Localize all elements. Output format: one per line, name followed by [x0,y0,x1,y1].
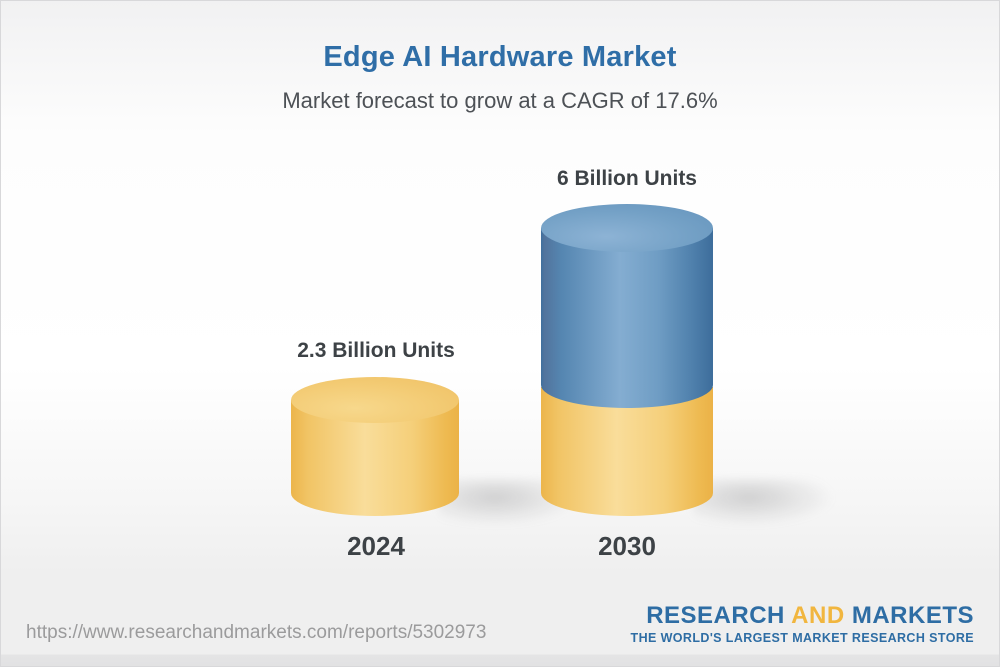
cylinder-body-blue-2030 [541,228,713,408]
logo-tagline: THE WORLD'S LARGEST MARKET RESEARCH STOR… [630,631,974,646]
bar-cylinder-2030 [541,204,713,516]
bar-cylinder-2024 [291,377,459,516]
bar-value-label-2024: 2.3 Billion Units [297,339,455,362]
bar-value-label-2030: 6 Billion Units [556,167,697,190]
research-and-markets-logo: RESEARCH AND MARKETS THE WORLD'S LARGEST… [630,602,974,646]
category-label-2030: 2030 [598,531,656,561]
logo-word-and: AND [791,602,845,629]
cylinder-shadow-2030 [693,479,833,525]
chart-subtitle: Market forecast to grow at a CAGR of 17.… [282,88,718,113]
category-label-2024: 2024 [347,531,405,561]
cylinder-top-yellow-2024 [291,377,459,423]
report-url: https://www.researchandmarkets.com/repor… [26,622,487,643]
cylinder-top-blue-2030 [541,204,713,252]
logo-word-markets: MARKETS [851,602,974,629]
chart-title: Edge AI Hardware Market [323,41,677,73]
logo-word-research: RESEARCH [646,602,785,629]
cylinder-body-yellow-2030 [541,387,713,516]
logo-wordmark: RESEARCH AND MARKETS [631,602,974,629]
